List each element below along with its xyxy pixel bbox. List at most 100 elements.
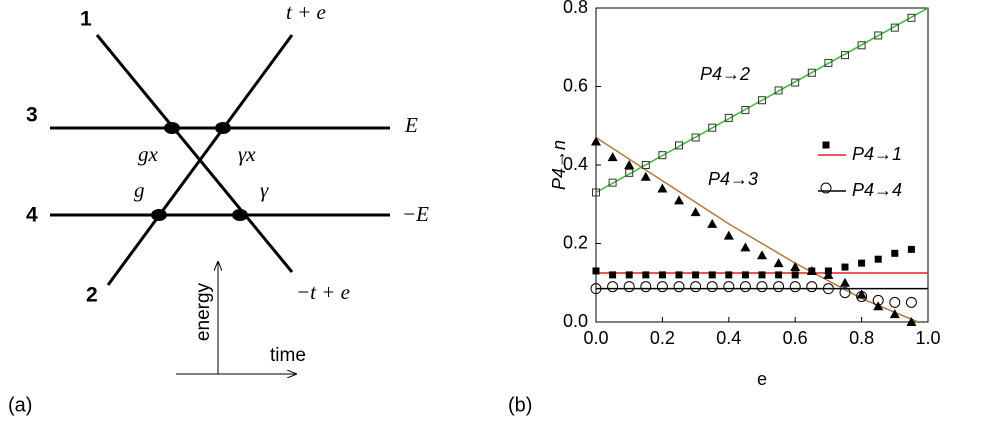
data-point xyxy=(906,317,917,326)
data-point xyxy=(625,168,634,177)
x-axis-label: e xyxy=(757,369,767,389)
data-point xyxy=(822,283,834,295)
data-point xyxy=(874,255,882,263)
data-point xyxy=(725,271,733,279)
data-point xyxy=(841,263,849,271)
data-point xyxy=(889,309,900,319)
data-point xyxy=(625,271,633,279)
data-point xyxy=(640,171,651,181)
data-point xyxy=(658,271,666,279)
crossing-dot xyxy=(215,122,231,134)
data-point xyxy=(739,281,751,293)
data-point xyxy=(824,58,833,67)
data-point xyxy=(807,68,816,77)
crossing-label: γx xyxy=(238,142,256,166)
data-point xyxy=(607,152,618,162)
legend-marker xyxy=(820,182,832,194)
line-end-label: −t + e xyxy=(296,280,350,304)
data-point xyxy=(675,141,683,150)
data-point xyxy=(741,106,750,115)
y-tick-label: 0.6 xyxy=(563,75,588,95)
data-point xyxy=(609,271,617,279)
level-number: 1 xyxy=(80,8,92,31)
y-tick-label: 0.0 xyxy=(563,311,588,331)
y-tick-label: 0.2 xyxy=(563,232,588,252)
y-tick-label: 0.4 xyxy=(563,154,588,174)
fit-line xyxy=(595,136,919,323)
data-point xyxy=(590,283,602,295)
data-point xyxy=(641,161,650,169)
data-point xyxy=(756,281,768,293)
data-point xyxy=(690,207,701,217)
data-point xyxy=(758,271,766,279)
x-tick-label: 1.0 xyxy=(915,328,940,348)
data-point xyxy=(657,183,668,193)
data-point xyxy=(905,296,917,308)
data-point xyxy=(890,23,899,32)
x-tick-label: 0.0 xyxy=(583,328,608,348)
data-point xyxy=(907,13,916,22)
panel-label: (a) xyxy=(8,394,32,416)
x-tick-label: 0.2 xyxy=(650,328,675,348)
data-point xyxy=(673,281,685,293)
data-point xyxy=(708,271,716,279)
data-point xyxy=(808,267,816,275)
series-annotation: P4→3 xyxy=(708,169,758,189)
data-point xyxy=(891,249,899,257)
crossing-label: g xyxy=(134,178,145,202)
data-point xyxy=(706,281,718,293)
data-point xyxy=(806,281,818,293)
axis-label: energy xyxy=(193,282,214,341)
level-number: 4 xyxy=(26,204,38,227)
y-axis-label: P4→n xyxy=(549,140,569,190)
x-tick-label: 0.4 xyxy=(716,328,741,348)
data-point xyxy=(824,267,832,275)
data-point xyxy=(724,113,733,122)
level-line xyxy=(95,34,294,273)
data-point xyxy=(592,267,600,275)
data-point xyxy=(839,287,851,299)
data-point xyxy=(790,262,801,272)
data-point xyxy=(757,250,767,260)
data-point xyxy=(723,281,735,293)
axis-label: time xyxy=(270,345,306,366)
data-point xyxy=(791,78,800,87)
crossing-dot xyxy=(164,122,180,134)
data-point xyxy=(591,136,601,146)
data-point xyxy=(690,281,702,293)
data-point xyxy=(889,296,901,308)
legend-label: P4→4 xyxy=(852,180,902,200)
data-point xyxy=(607,281,619,293)
data-point xyxy=(740,242,751,252)
crossing-label: γ xyxy=(260,178,269,202)
x-tick-label: 0.8 xyxy=(849,328,874,348)
data-point xyxy=(789,281,801,293)
line-end-label: t + e xyxy=(286,0,326,24)
data-point xyxy=(640,281,652,293)
data-point xyxy=(874,31,883,40)
data-point xyxy=(741,271,749,279)
data-point xyxy=(707,218,718,228)
y-tick-label: 0.8 xyxy=(563,0,588,17)
data-point xyxy=(856,290,868,302)
data-point xyxy=(857,41,866,50)
line-end-label: E xyxy=(404,113,418,137)
data-point xyxy=(656,281,668,293)
data-point xyxy=(841,51,849,60)
fit-line xyxy=(595,7,929,194)
data-point xyxy=(856,289,867,299)
data-point xyxy=(872,294,884,306)
data-point xyxy=(675,271,683,279)
data-point xyxy=(608,178,617,187)
data-point xyxy=(723,230,734,240)
line-end-label: −E xyxy=(402,202,429,226)
crossing-label: gx xyxy=(138,142,159,166)
series-annotation: P4→2 xyxy=(700,64,750,84)
data-point xyxy=(775,271,783,279)
data-point xyxy=(692,271,700,279)
data-point xyxy=(791,271,799,279)
data-point xyxy=(773,258,784,268)
legend-marker xyxy=(822,141,830,149)
level-number: 2 xyxy=(86,284,98,307)
